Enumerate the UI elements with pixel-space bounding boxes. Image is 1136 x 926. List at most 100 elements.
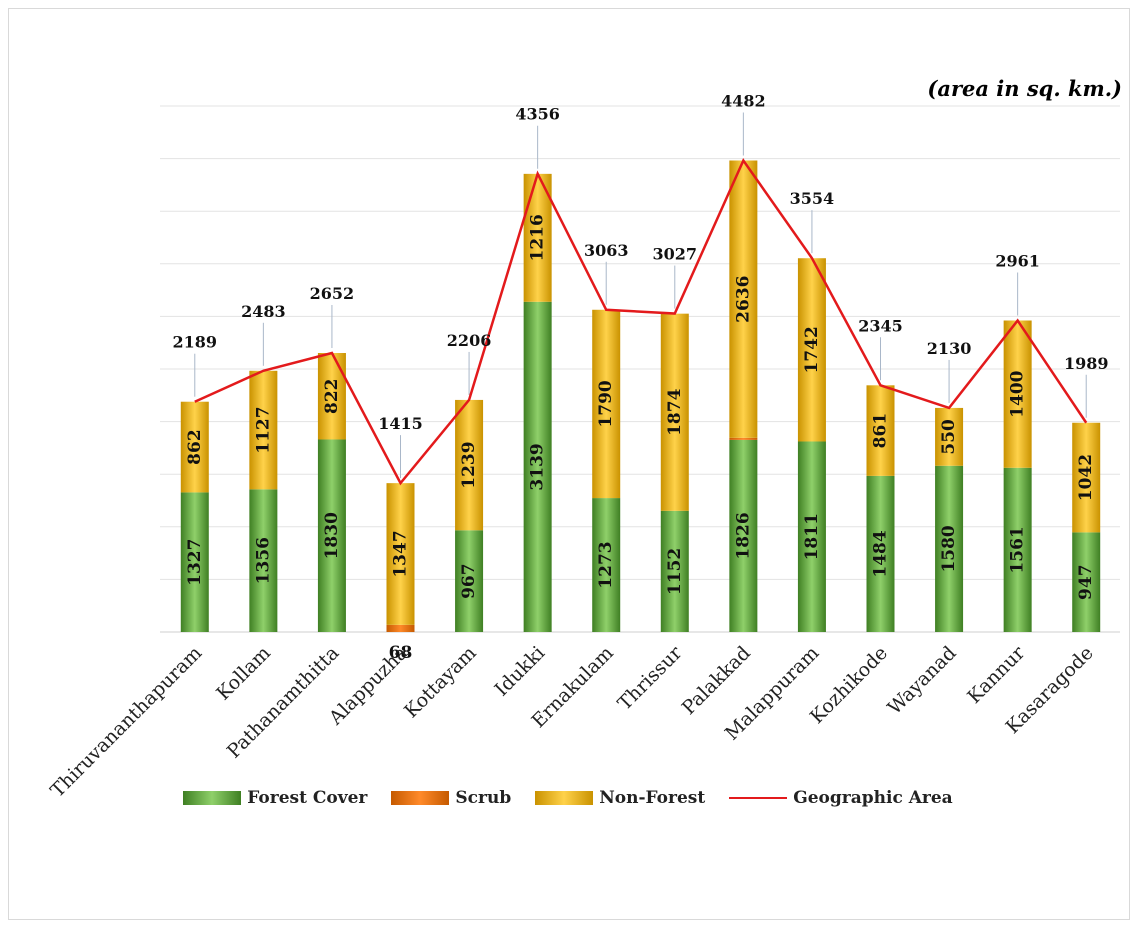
data-label: 1874 bbox=[665, 388, 685, 435]
bar-segment-forest-cover bbox=[592, 498, 621, 632]
bar-segment-non-forest bbox=[592, 309, 621, 499]
data-labels: 1327 862 1356 1127 1830 822 68 1347 967 1239 3139 1… bbox=[173, 91, 1109, 663]
data-label: 1400 bbox=[1008, 370, 1028, 417]
bar-segment-forest-cover bbox=[797, 441, 826, 632]
bar-segment-forest-cover bbox=[729, 439, 758, 632]
bar-segment-scrub bbox=[386, 624, 415, 632]
bar-segment-forest-cover bbox=[1003, 467, 1032, 632]
bar-segment-non-forest bbox=[797, 258, 826, 442]
data-label: 861 bbox=[871, 413, 891, 449]
bar-segment-forest-cover bbox=[1072, 532, 1101, 632]
bar-segment-non-forest bbox=[180, 401, 209, 493]
data-label: 1742 bbox=[802, 326, 822, 373]
line-data-label: 1415 bbox=[378, 414, 423, 433]
geographic-area-polyline bbox=[194, 157, 1088, 486]
legend-swatch-forest-cover bbox=[183, 791, 242, 805]
data-label: 550 bbox=[939, 419, 959, 455]
legend-item-geographic-area: Geographic Area bbox=[729, 788, 953, 808]
bar-segment-non-forest bbox=[1072, 422, 1101, 533]
legend: Forest Cover Scrub Non-Forest Geographic… bbox=[0, 788, 1136, 808]
legend-item-scrub: Scrub bbox=[391, 788, 511, 808]
legend-swatch-scrub bbox=[391, 791, 450, 805]
bar-segment-forest-cover bbox=[455, 530, 484, 632]
bars bbox=[180, 160, 1101, 632]
data-label: 862 bbox=[185, 429, 205, 465]
data-label: 1239 bbox=[459, 441, 479, 488]
x-tick-labels: Thiruvananthapuram KollamPathanamthittaAl… bbox=[46, 641, 1097, 802]
bar-segment-non-forest bbox=[386, 483, 415, 625]
legend-item-non-forest: Non-Forest bbox=[535, 788, 705, 808]
data-label: 1042 bbox=[1076, 454, 1096, 501]
data-label: 3139 bbox=[528, 443, 548, 490]
line-data-label: 2130 bbox=[927, 339, 972, 358]
x-tick-label: Kannur bbox=[963, 641, 1030, 708]
gridlines bbox=[160, 105, 1120, 633]
line-data-label: 3063 bbox=[584, 241, 629, 260]
data-label: 822 bbox=[322, 378, 342, 414]
legend-swatch-non-forest bbox=[535, 791, 594, 805]
data-label: 1790 bbox=[596, 380, 616, 427]
legend-label-scrub: Scrub bbox=[455, 788, 512, 808]
bar-segment-forest-cover bbox=[249, 489, 278, 632]
line-data-label: 3554 bbox=[790, 189, 835, 208]
x-tick-label: Thrissur bbox=[614, 641, 687, 714]
bar-segment-forest-cover bbox=[935, 465, 964, 632]
bar-segment-non-forest bbox=[660, 313, 689, 511]
data-label: 1127 bbox=[253, 406, 273, 453]
bar-segment-non-forest bbox=[1003, 320, 1032, 468]
line-data-label: 3027 bbox=[653, 245, 698, 264]
data-label: 1152 bbox=[665, 548, 685, 595]
leader-lines bbox=[194, 112, 1087, 479]
unit-note: (area in sq. km.) bbox=[927, 76, 1122, 101]
data-label: 1216 bbox=[528, 214, 548, 261]
legend-swatch-geographic-area bbox=[729, 797, 788, 799]
data-label: 1327 bbox=[185, 539, 205, 586]
legend-item-forest-cover: Forest Cover bbox=[183, 788, 367, 808]
line-data-label: 4356 bbox=[515, 105, 560, 124]
geographic-area-line bbox=[194, 157, 1088, 486]
legend-label-forest-cover: Forest Cover bbox=[247, 788, 368, 808]
bar-segment-forest-cover bbox=[180, 492, 209, 632]
x-tick-label: Wayanad bbox=[884, 642, 961, 719]
bar-segment-forest-cover bbox=[660, 510, 689, 632]
data-label: 68 bbox=[389, 643, 413, 663]
bar-segment-non-forest bbox=[729, 160, 758, 438]
bar-segment-non-forest bbox=[523, 173, 552, 302]
line-data-label: 1989 bbox=[1064, 354, 1109, 373]
data-label: 1273 bbox=[596, 541, 616, 588]
data-label: 967 bbox=[459, 563, 479, 599]
legend-label-non-forest: Non-Forest bbox=[599, 788, 706, 808]
bar-segment-scrub bbox=[729, 437, 758, 440]
bar-segment-non-forest bbox=[249, 370, 278, 490]
data-label: 2636 bbox=[733, 275, 753, 322]
bar-segment-non-forest bbox=[317, 353, 346, 440]
data-label: 1484 bbox=[871, 530, 891, 577]
data-label: 1830 bbox=[322, 512, 342, 559]
data-label: 1826 bbox=[733, 512, 753, 559]
line-data-label: 2206 bbox=[447, 331, 492, 350]
line-data-label: 2189 bbox=[173, 333, 218, 352]
bar-segment-non-forest bbox=[935, 407, 964, 466]
data-label: 1356 bbox=[253, 537, 273, 584]
bar-segment-non-forest bbox=[455, 399, 484, 531]
data-label: 1347 bbox=[391, 530, 411, 577]
line-data-label: 2345 bbox=[858, 316, 903, 335]
x-tick-label: Thiruvananthapuram bbox=[46, 642, 206, 802]
bar-segment-forest-cover bbox=[866, 475, 895, 632]
x-tick-label: Idukki bbox=[490, 642, 549, 701]
legend-label-geographic-area: Geographic Area bbox=[793, 788, 953, 808]
data-label: 947 bbox=[1076, 564, 1096, 600]
data-label: 1580 bbox=[939, 525, 959, 572]
data-label: 1811 bbox=[802, 513, 822, 560]
line-data-label: 2961 bbox=[995, 252, 1040, 271]
data-label: 1561 bbox=[1008, 526, 1028, 573]
line-data-label: 2652 bbox=[310, 284, 355, 303]
line-data-label: 4482 bbox=[721, 91, 766, 110]
line-data-label: 2483 bbox=[241, 302, 286, 321]
bar-segment-forest-cover bbox=[317, 439, 346, 632]
chart-frame bbox=[8, 8, 1130, 920]
x-tick-label: Kollam bbox=[212, 642, 275, 705]
bar-segment-non-forest bbox=[866, 385, 895, 476]
bar-segment-forest-cover bbox=[523, 301, 552, 632]
